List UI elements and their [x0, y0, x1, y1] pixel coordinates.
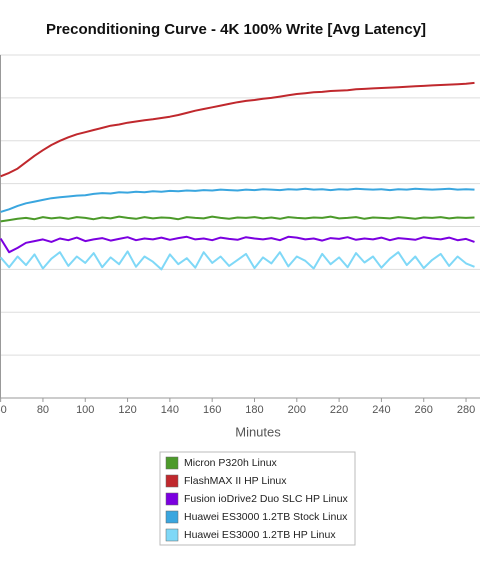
legend-swatch	[165, 474, 179, 488]
x-tick-label: 60	[0, 404, 7, 416]
x-tick-label: 280	[457, 404, 475, 416]
x-tick-label: 200	[288, 404, 306, 416]
series-line	[0, 215, 475, 223]
legend-label: FlashMAX II HP Linux	[184, 475, 287, 487]
x-tick-label: 220	[330, 404, 348, 416]
series-line	[0, 235, 475, 254]
x-tick-label: 240	[372, 404, 390, 416]
legend-swatch	[165, 510, 179, 524]
x-tick-label: 120	[118, 404, 136, 416]
series-line	[0, 81, 475, 178]
legend-label: Huawei ES3000 1.2TB HP Linux	[184, 529, 336, 541]
x-tick-label: 100	[76, 404, 94, 416]
legend-label: Micron P320h Linux	[184, 457, 278, 469]
series-line	[0, 250, 475, 271]
legend-swatch	[165, 528, 179, 542]
chart-title: Preconditioning Curve - 4K 100% Write [A…	[46, 21, 426, 38]
x-tick-label: 160	[203, 404, 221, 416]
legend-box	[159, 451, 356, 546]
legend-swatch	[165, 456, 179, 470]
x-axis-label: Minutes	[235, 424, 281, 439]
x-tick-label: 260	[415, 404, 433, 416]
x-tick-label: 180	[245, 404, 263, 416]
legend-label: Huawei ES3000 1.2TB Stock Linux	[184, 511, 348, 523]
legend-swatch	[165, 492, 179, 506]
x-tick-label: 80	[37, 404, 49, 416]
series-line	[0, 187, 475, 213]
x-tick-label: 140	[161, 404, 179, 416]
legend-label: Fusion ioDrive2 Duo SLC HP Linux	[184, 493, 349, 505]
